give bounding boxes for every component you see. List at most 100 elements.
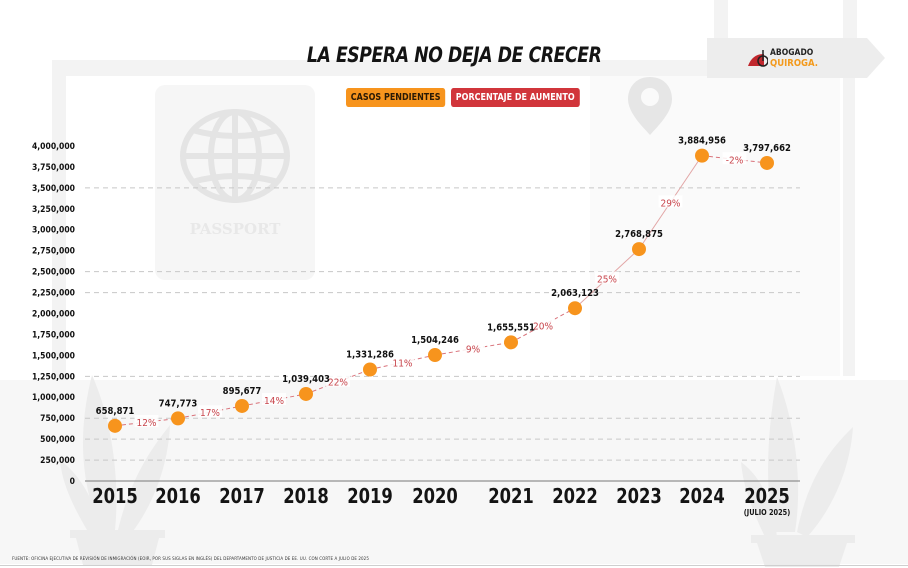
x-tick-label: 2022	[552, 486, 598, 509]
y-tick-label: 250,000	[40, 454, 75, 465]
legend-item-casos-pendientes: CASOS PENDIENTES	[346, 88, 446, 107]
percent-label: -2%	[726, 155, 744, 167]
brand-logo-banner	[707, 38, 867, 78]
x-tick-sublabel: (JULIO 2025)	[744, 507, 790, 517]
data-point	[363, 362, 377, 377]
percent-label-bg	[326, 374, 350, 387]
background-pillar	[714, 0, 728, 40]
data-point	[632, 242, 646, 257]
x-axis: 2015 2016 2017 2018 2019 2020 2021 2022 2023 2024…	[92, 486, 790, 518]
x-tick-label: 2017	[219, 486, 265, 509]
value-label: 747,773	[159, 398, 198, 410]
brand-logo-line2: QUIROGA.	[770, 58, 819, 69]
percent-label: 25%	[597, 274, 617, 286]
percent-label: 22%	[328, 377, 348, 389]
percent-label: 17%	[200, 408, 220, 420]
data-point	[235, 398, 249, 413]
percent-label-layer: 12% 17% 14% 22% 11% 9% 20% 25% 29% -2%	[134, 152, 747, 430]
y-tick-label: 1,000,000	[32, 392, 75, 403]
percent-label-bg	[134, 415, 159, 428]
background-wall-frame	[52, 60, 852, 76]
passport-label: PASSPORT	[189, 220, 281, 238]
y-tick-label: 0	[70, 475, 75, 486]
value-label-layer: 658,871747,773895,6771,039,4031,331,2861…	[96, 135, 791, 417]
value-label: 895,677	[223, 385, 262, 397]
percent-label: 14%	[264, 396, 284, 408]
y-tick-label: 3,750,000	[32, 161, 75, 172]
value-label: 2,063,123	[551, 288, 599, 300]
value-label: 3,884,956	[678, 135, 726, 147]
percent-label: 12%	[137, 418, 157, 430]
percent-label-bg	[531, 318, 555, 331]
value-label: 3,797,662	[743, 142, 791, 154]
y-tick-label: 4,000,000	[32, 140, 75, 151]
series-point-layer	[108, 148, 774, 433]
chart-title: LA ESPERA NO DEJA DE CRECER	[306, 43, 602, 67]
value-label: 1,655,551	[487, 322, 535, 334]
data-point	[504, 335, 518, 350]
plant-left-icon	[60, 375, 170, 565]
y-tick-label: 750,000	[40, 413, 75, 424]
y-tick-label: 3,500,000	[32, 182, 75, 193]
y-tick-label: 1,500,000	[32, 350, 75, 361]
x-tick-label: 2016	[155, 486, 201, 509]
data-point	[760, 155, 774, 170]
globe-icon	[180, 109, 290, 203]
background-wall-right	[843, 76, 855, 376]
background-wall-left	[52, 60, 66, 380]
data-point	[428, 348, 442, 363]
data-point	[568, 301, 582, 316]
data-point	[171, 411, 185, 426]
y-tick-label: 1,750,000	[32, 329, 75, 340]
x-tick-label: 2015	[92, 486, 138, 509]
grid-layer	[85, 187, 800, 461]
bottom-divider	[0, 565, 908, 566]
y-tick-label: 3,000,000	[32, 224, 75, 235]
percent-label: 20%	[533, 321, 553, 333]
y-tick-label: 2,250,000	[32, 287, 75, 298]
series-segment	[701, 155, 768, 164]
series-segment	[305, 369, 371, 395]
percent-label: 9%	[466, 344, 480, 356]
source-footnote: FUENTE: OFICINA EJECUTIVA DE REVISIÓN DE…	[12, 556, 369, 561]
data-point	[299, 386, 313, 401]
series-segment	[241, 393, 307, 407]
brand-logo-line1: ABOGADO	[770, 48, 814, 58]
percent-label: 11%	[393, 358, 413, 370]
x-tick-label: 2023	[616, 486, 662, 509]
brand-logo-mark-icon	[748, 50, 768, 67]
x-tick-label: 2020	[412, 486, 458, 509]
y-tick-label: 2,750,000	[32, 245, 75, 256]
value-label: 1,504,246	[411, 334, 459, 346]
legend-item-porcentaje-aumento: PORCENTAJE DE AUMENTO	[451, 88, 580, 107]
percent-label-bg	[262, 392, 286, 405]
y-tick-label: 2,000,000	[32, 308, 75, 319]
value-label: 2,768,875	[615, 228, 663, 240]
data-point	[695, 148, 709, 163]
x-tick-label: 2019	[347, 486, 393, 509]
percent-label-bg	[595, 271, 619, 284]
percent-label-bg	[390, 355, 415, 368]
value-label: 1,331,286	[346, 349, 394, 361]
percent-label-bg	[461, 341, 485, 354]
x-tick-label: 2024	[679, 486, 725, 509]
y-tick-label: 1,250,000	[32, 371, 75, 382]
y-axis: 0 250,000 500,000 750,000 1,000,000 1,250,000…	[32, 140, 75, 486]
percent-label-bg	[198, 405, 222, 418]
x-tick-label: 2021	[488, 486, 534, 509]
percent-label-bg	[658, 195, 683, 208]
percent-label-bg	[722, 152, 747, 165]
series-segment	[177, 405, 243, 419]
brand-logo-arrow	[867, 38, 885, 78]
background-pillar	[843, 0, 857, 40]
y-tick-label: 3,250,000	[32, 203, 75, 214]
background-panel	[590, 76, 840, 376]
y-tick-label: 500,000	[40, 434, 75, 445]
x-tick-label: 2025	[744, 486, 790, 509]
value-label: 658,871	[96, 405, 135, 417]
x-tick-label: 2018	[283, 486, 329, 509]
data-point	[108, 418, 122, 433]
map-pin-icon	[628, 77, 672, 135]
y-tick-label: 2,500,000	[32, 266, 75, 277]
